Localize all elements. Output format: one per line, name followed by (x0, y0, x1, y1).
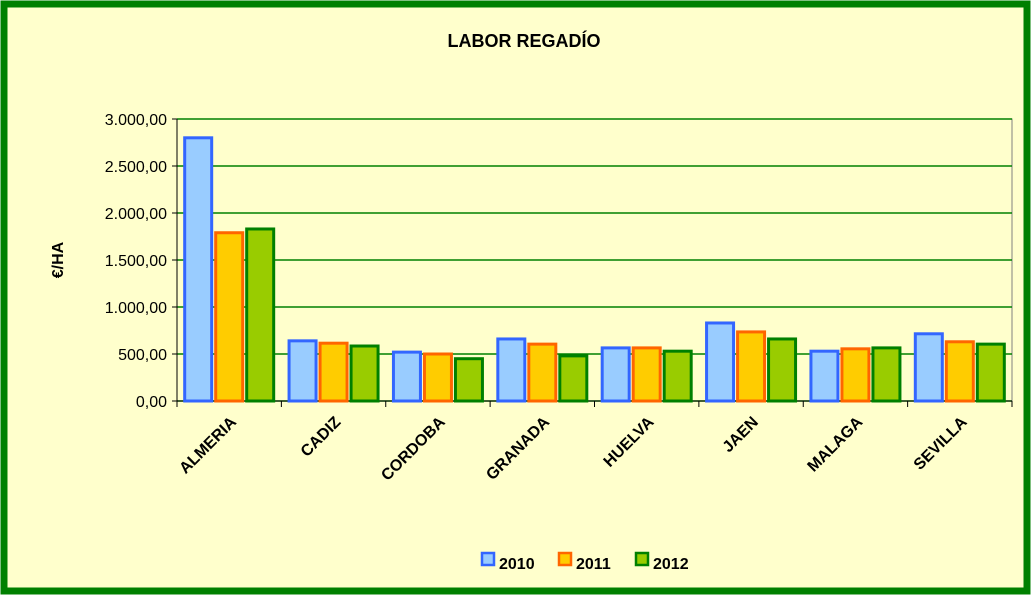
y-tick-label: 2.000,00 (105, 206, 167, 223)
legend-swatch (480, 551, 496, 567)
y-tick-label: 2.500,00 (105, 159, 167, 176)
bar (558, 354, 589, 403)
bar (245, 227, 276, 403)
bar (453, 357, 484, 403)
legend-label: 2010 (499, 556, 535, 573)
bar (287, 339, 318, 403)
bar (736, 330, 767, 403)
bar (496, 337, 527, 403)
bar (391, 350, 422, 403)
bar (662, 349, 693, 403)
bar (349, 344, 380, 403)
bar (840, 347, 871, 403)
bar (871, 346, 902, 403)
bar (318, 341, 349, 403)
y-axis-label: €/HA (50, 241, 67, 278)
bar (767, 337, 798, 403)
legend-label: 2011 (576, 556, 611, 573)
bar (527, 342, 558, 403)
bar (600, 346, 631, 403)
bar (705, 321, 736, 403)
bar (944, 340, 975, 403)
y-tick-label: 3.000,00 (105, 112, 167, 129)
y-tick-label: 500,00 (118, 347, 167, 364)
legend-swatch (634, 551, 650, 567)
y-tick-label: 1.500,00 (105, 253, 167, 270)
y-tick-label: 0,00 (136, 394, 167, 411)
bar (214, 231, 245, 403)
bar (183, 136, 214, 403)
chart-title: LABOR REGADÍO (448, 30, 601, 51)
bar (631, 346, 662, 403)
bar (975, 342, 1006, 403)
bar (809, 349, 840, 403)
y-tick-label: 1.000,00 (105, 300, 167, 317)
bar (913, 332, 944, 403)
bar (422, 352, 453, 403)
legend-label: 2012 (653, 556, 689, 573)
legend-swatch (557, 551, 573, 567)
